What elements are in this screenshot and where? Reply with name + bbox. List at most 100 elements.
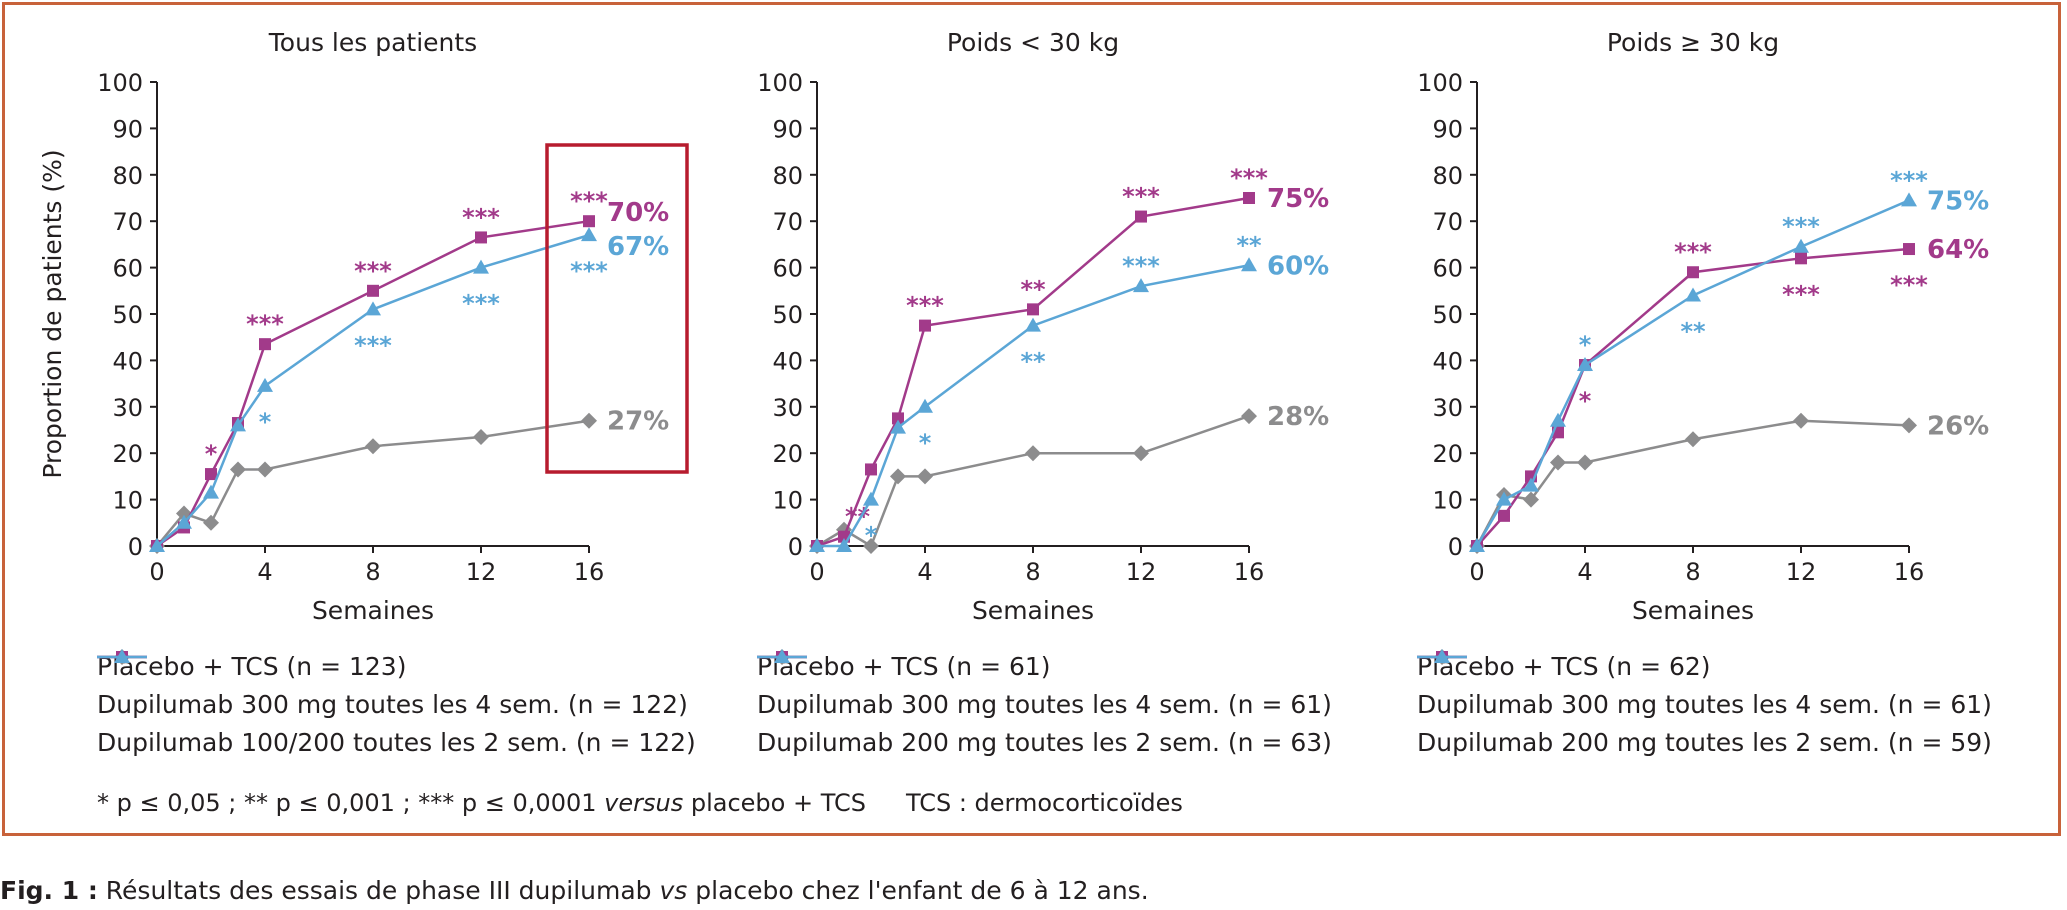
y-tick-label: 100 [97, 69, 143, 97]
data-point [863, 491, 879, 506]
x-axis-label: Semaines [1632, 596, 1754, 625]
legend-label: Dupilumab 100/200 toutes les 2 sem. (n =… [97, 727, 696, 757]
y-tick-label: 100 [1417, 69, 1463, 97]
charts-canvas: Tous les patients01020304050607080901000… [38, 28, 1989, 625]
significance-stars: *** [1782, 280, 1820, 308]
y-tick-label: 60 [112, 255, 143, 283]
end-value-label: 26% [1927, 411, 1989, 441]
data-point [230, 461, 246, 478]
caption-italic: vs [659, 876, 688, 905]
x-tick-label: 16 [574, 558, 605, 586]
data-point [203, 484, 219, 499]
y-tick-label: 20 [112, 440, 143, 468]
y-tick-label: 70 [772, 208, 803, 236]
significance-stars: ** [1020, 348, 1046, 376]
data-point [473, 259, 489, 274]
legend-marker [1434, 649, 1450, 663]
significance-stars: *** [1122, 252, 1160, 280]
chart-panel-2: Poids ≥ 30 kg 0 10 20 30 40 50 60 70 80 90 100 0 4 8 12… [1417, 28, 1989, 625]
series-0: 26% [1469, 411, 1989, 554]
data-point [919, 319, 931, 332]
y-tick-label: 30 [112, 394, 143, 422]
y-tick-label: 0 [1448, 533, 1463, 561]
significance-stars: *** [246, 310, 284, 338]
data-point [917, 398, 933, 413]
y-tick-label: 90 [1432, 115, 1463, 143]
x-tick-label: 16 [1234, 558, 1265, 586]
data-point [1133, 445, 1149, 462]
data-point [1498, 509, 1510, 522]
chart-panel-0: Tous les patients 0 10 20 30 40 50 60 70 80 90 100 0… [38, 28, 669, 625]
series-2: 60%********* [809, 231, 1329, 552]
y-tick-label: 80 [112, 162, 143, 190]
x-tick-label: 8 [1025, 558, 1040, 586]
significance-stars: * [865, 522, 878, 550]
data-point [1793, 238, 1809, 253]
end-value-label: 75% [1267, 184, 1329, 214]
y-tick-label: 60 [1432, 255, 1463, 283]
data-point [1795, 252, 1807, 265]
y-tick-label: 90 [112, 115, 143, 143]
data-point [1685, 431, 1701, 448]
data-point [205, 468, 217, 481]
series-0: 27% [149, 407, 669, 554]
significance-stars: * [919, 429, 932, 457]
data-point [203, 514, 219, 531]
x-tick-label: 16 [1894, 558, 1925, 586]
legend-label: Dupilumab 300 mg toutes les 4 sem. (n = … [757, 689, 1332, 719]
data-point [863, 538, 879, 554]
significance-stars: *** [1122, 183, 1160, 211]
data-point [1496, 491, 1512, 506]
data-point [473, 428, 489, 445]
series-1: 64%******* *** [1471, 235, 1989, 552]
data-point [365, 438, 381, 455]
legend-item: Dupilumab 200 mg toutes les 2 sem. (n = … [757, 649, 1332, 761]
y-tick-label: 50 [112, 301, 143, 329]
chart-title: Tous les patients [268, 28, 477, 57]
series-line [817, 264, 1250, 548]
series-1: 75%************* [811, 164, 1329, 552]
data-point [1901, 417, 1917, 434]
significance-stars: *** [462, 203, 500, 231]
data-point [1577, 357, 1593, 372]
significance-stars: * [1579, 387, 1592, 415]
significance-stars: * [1579, 331, 1592, 359]
y-tick-label: 30 [1432, 394, 1463, 422]
data-point [475, 231, 487, 244]
y-tick-label: 10 [1432, 487, 1463, 515]
y-tick-label: 10 [772, 487, 803, 515]
significance-footnote: * p ≤ 0,05 ; ** p ≤ 0,001 ; *** p ≤ 0,00… [97, 789, 1183, 817]
legend-symbol [1417, 649, 1467, 663]
data-point [1523, 477, 1539, 492]
x-tick-label: 0 [809, 558, 824, 586]
y-tick-label: 50 [772, 301, 803, 329]
data-point [809, 538, 825, 552]
data-point [865, 463, 877, 476]
legend-symbol [97, 649, 147, 663]
figure-frame: Tous les patients 0 10 20 30 40 50 60 70 80 90 100 0… [2, 2, 2061, 836]
x-tick-label: 12 [466, 558, 497, 586]
legend-marker [774, 649, 790, 663]
x-tick-label: 0 [149, 558, 164, 586]
footnote-part1: * p ≤ 0,05 ; ** p ≤ 0,001 ; *** p ≤ 0,00… [97, 789, 605, 817]
y-tick-label: 10 [112, 487, 143, 515]
significance-stars: *** [1674, 238, 1712, 266]
significance-stars: ** [1236, 231, 1262, 259]
x-tick-label: 4 [1577, 558, 1592, 586]
data-point [1550, 454, 1566, 471]
footnote-tcs: TCS : dermocorticoïdes [905, 789, 1183, 817]
data-point [1901, 192, 1917, 207]
x-tick-label: 8 [1685, 558, 1700, 586]
caption-text2: placebo chez l'enfant de 6 à 12 ans. [687, 876, 1149, 905]
series-2: 75%* ******** [1469, 166, 1989, 552]
data-point [259, 338, 271, 351]
significance-stars: *** [1782, 213, 1820, 241]
footnote-part2: placebo + TCS [683, 789, 866, 817]
data-point [1027, 303, 1039, 316]
legend-item: Placebo + TCS (n = 123) [97, 647, 696, 685]
data-point [149, 538, 165, 552]
data-point [1685, 287, 1701, 302]
end-value-label: 67% [607, 232, 669, 262]
y-tick-label: 20 [772, 440, 803, 468]
legend-item: Placebo + TCS (n = 61) [757, 647, 1332, 685]
